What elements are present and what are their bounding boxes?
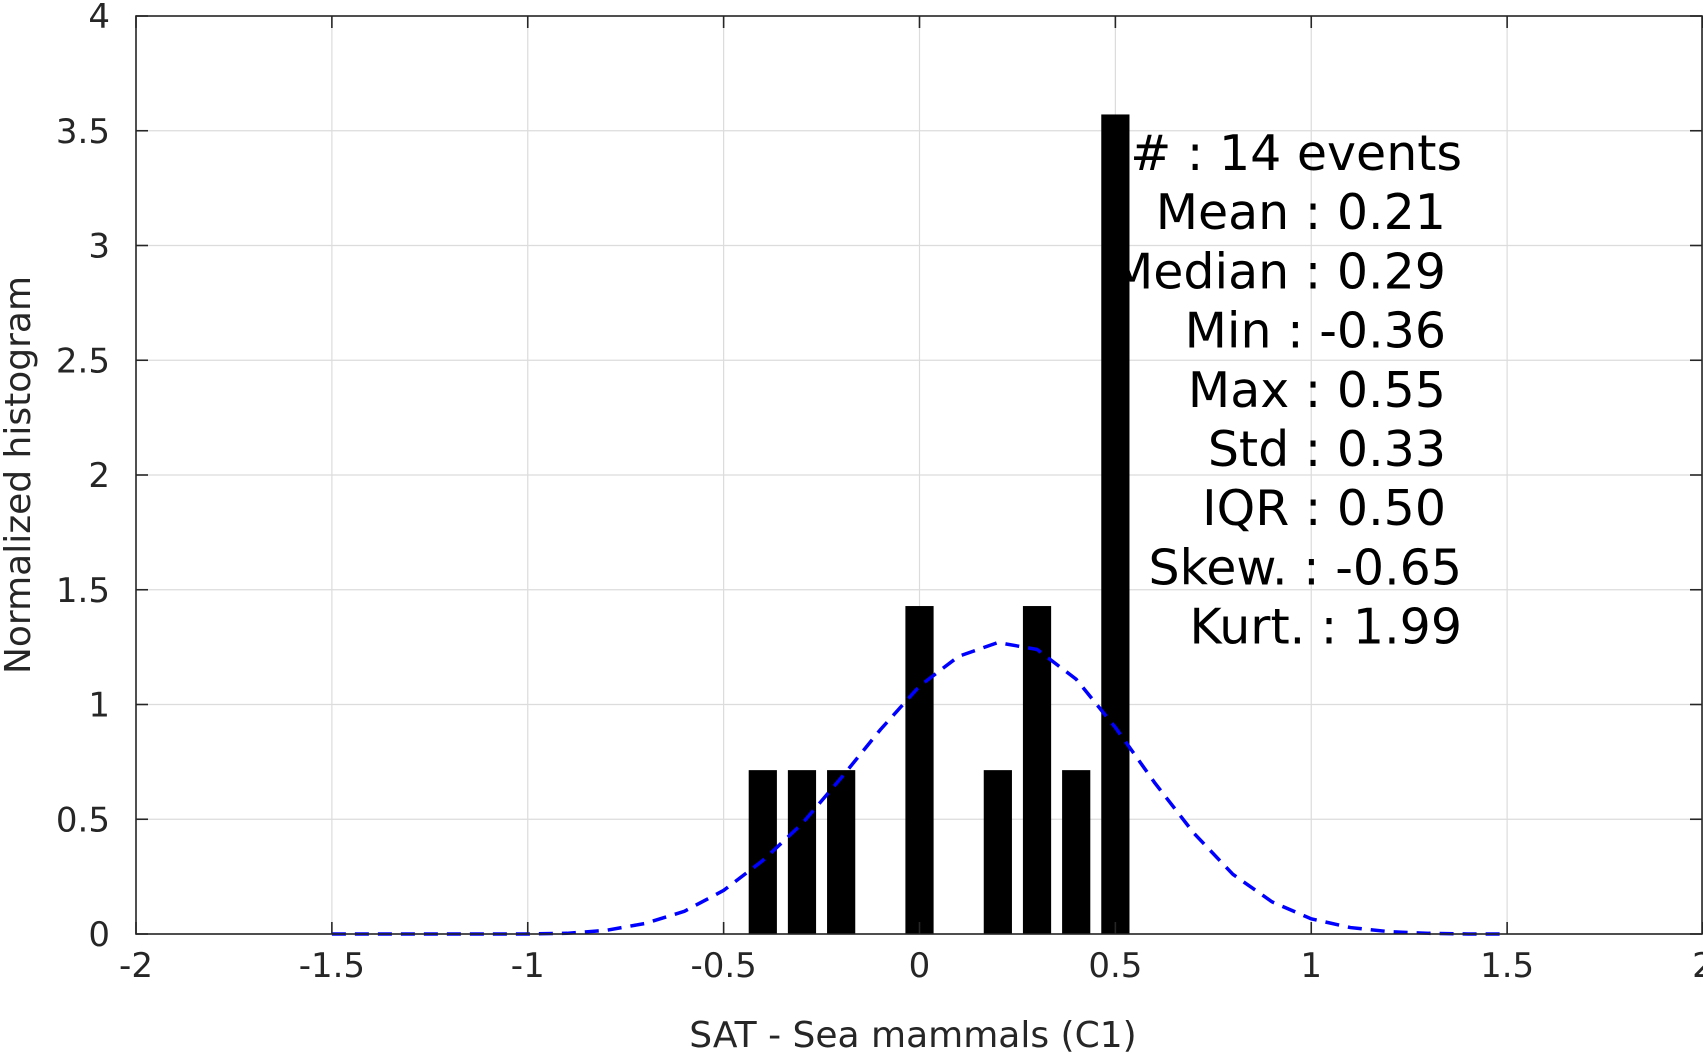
stat-line: Mean : 0.21 (1156, 184, 1446, 241)
stat-line: # : 14 events (1130, 125, 1462, 182)
y-tick-label: 3.5 (56, 112, 110, 152)
y-tick-label: 3 (88, 227, 110, 267)
y-tick-label: 1 (88, 686, 110, 726)
stat-line: Max : 0.55 (1188, 362, 1446, 419)
stat-line: Std : 0.33 (1208, 421, 1446, 478)
histogram-bar (1062, 770, 1091, 934)
x-tick-labels: -2 -1.5 -1 -0.5 0 0.5 1 1.5 2 (119, 946, 1703, 986)
stat-line: IQR : 0.50 (1202, 480, 1446, 537)
histogram-bar (1022, 606, 1052, 934)
x-tick-label: -1.5 (299, 946, 365, 986)
y-tick-label: 0.5 (56, 800, 110, 840)
histogram-bars (748, 114, 1130, 934)
y-tick-label: 2.5 (56, 341, 110, 381)
x-tick-label: 2 (1692, 946, 1703, 986)
x-tick-label: 0 (909, 946, 931, 986)
y-tick-labels: 0 0.5 1 1.5 2 2.5 3 3.5 4 (56, 0, 110, 955)
y-tick-label: 1.5 (56, 571, 110, 611)
histogram-bar (827, 770, 856, 934)
y-axis-label: Normalized histogram (0, 276, 39, 674)
histogram-bar (1101, 114, 1130, 934)
x-tick-label: -2 (119, 946, 153, 986)
x-axis-label: SAT - Sea mammals (C1) (689, 1015, 1136, 1053)
x-tick-label: -0.5 (690, 946, 756, 986)
axes (135, 15, 1703, 935)
histogram-bar (787, 770, 817, 934)
x-tick-label: 1.5 (1480, 946, 1534, 986)
stat-line: Skew. : -0.65 (1149, 539, 1462, 596)
stat-line: Median : 0.29 (1111, 243, 1446, 300)
x-tick-label: 0.5 (1088, 946, 1142, 986)
stat-line: Min : -0.36 (1185, 303, 1446, 360)
y-tick-label: 0 (88, 915, 110, 955)
histogram-bar (905, 606, 934, 934)
x-tick-label: 1 (1300, 946, 1322, 986)
x-tick-label: -1 (511, 946, 545, 986)
y-tick-label: 2 (88, 456, 110, 496)
stat-line: Kurt. : 1.99 (1190, 599, 1462, 656)
y-tick-label: 4 (88, 0, 110, 37)
histogram-bar (983, 770, 1012, 934)
